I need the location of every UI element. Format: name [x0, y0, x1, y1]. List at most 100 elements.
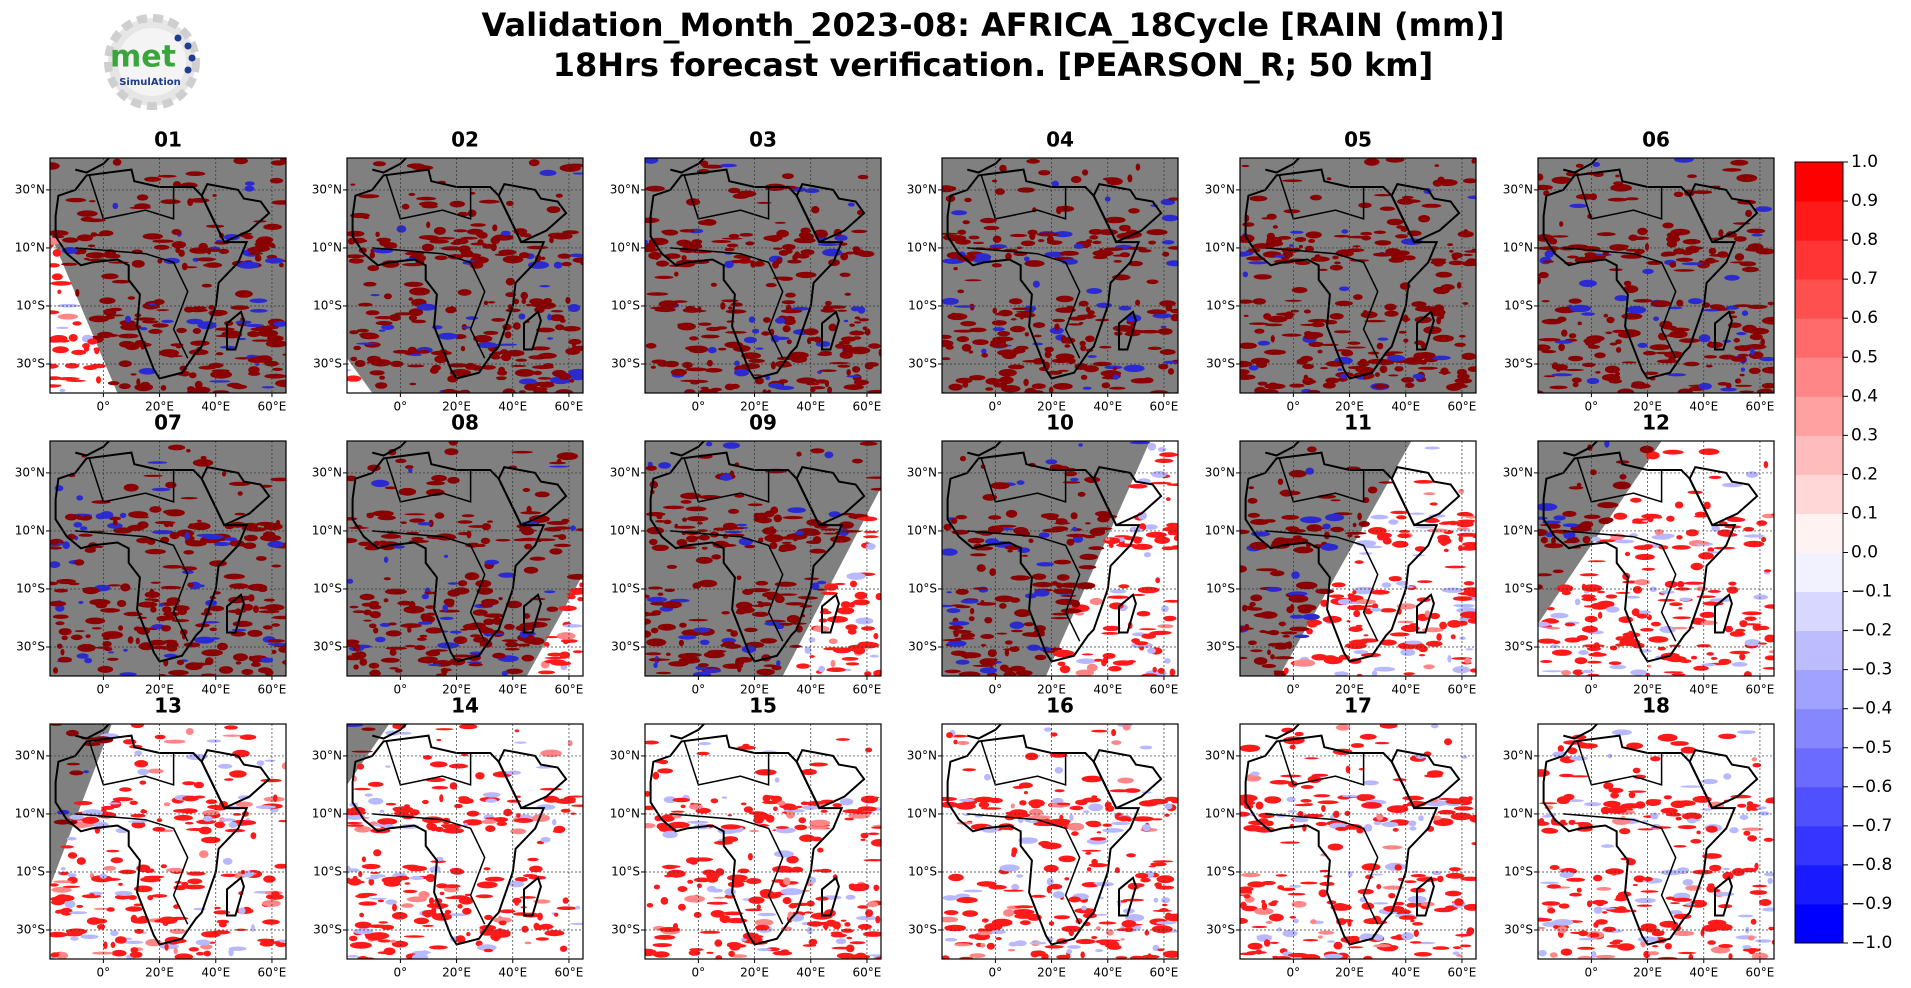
rain-patch: [1538, 173, 1544, 181]
rain-patch: [85, 252, 106, 259]
rain-patch: [1711, 525, 1720, 532]
rain-patch: [706, 359, 713, 367]
rain-patch: [855, 617, 874, 625]
rain-patch: [1032, 342, 1044, 346]
rain-patch: [367, 265, 380, 272]
rain-patch: [144, 868, 152, 874]
rain-patch: [1003, 671, 1017, 676]
rain-patch: [1341, 919, 1354, 923]
rain-patch: [753, 374, 763, 377]
rain-patch: [980, 217, 997, 224]
rain-patch: [107, 584, 121, 587]
rain-patch: [1317, 935, 1323, 939]
rain-patch: [1542, 670, 1564, 673]
rain-patch: [1323, 655, 1338, 663]
rain-patch: [1549, 385, 1568, 390]
lat-tick-label: 30°S: [16, 356, 45, 370]
rain-patch: [855, 952, 866, 958]
rain-patch: [1121, 920, 1137, 928]
rain-patch: [804, 646, 812, 654]
rain-patch: [1069, 814, 1074, 822]
rain-patch: [826, 667, 846, 672]
rain-patch: [1030, 950, 1040, 958]
rain-patch: [823, 304, 833, 312]
rain-patch: [151, 645, 169, 650]
rain-patch: [685, 506, 707, 512]
rain-patch: [281, 762, 286, 770]
rain-patch: [369, 604, 382, 610]
rain-patch: [71, 349, 87, 356]
rain-patch: [187, 582, 194, 588]
rain-patch: [547, 652, 564, 657]
rain-patch: [426, 903, 449, 909]
rain-patch: [1767, 301, 1774, 306]
rain-patch: [140, 381, 150, 386]
rain-patch: [562, 624, 583, 628]
rain-patch: [147, 768, 164, 774]
rain-patch: [1294, 731, 1304, 737]
rain-patch: [1248, 365, 1259, 371]
rain-patch: [1621, 313, 1643, 320]
rain-patch: [1287, 591, 1308, 597]
rain-patch: [416, 196, 437, 201]
rain-patch: [979, 667, 998, 674]
map-panel: [942, 441, 1178, 676]
rain-patch: [1247, 942, 1263, 950]
rain-patch: [50, 883, 59, 887]
rain-patch: [83, 257, 90, 260]
rain-patch: [428, 945, 448, 950]
rain-patch: [1373, 944, 1391, 948]
rain-patch: [261, 900, 281, 907]
rain-patch: [1450, 634, 1456, 640]
rain-patch: [1693, 665, 1709, 671]
rain-patch: [237, 491, 243, 496]
rain-patch: [501, 230, 511, 236]
rain-patch: [1111, 729, 1117, 737]
rain-patch: [1340, 373, 1348, 379]
rain-patch: [523, 613, 531, 619]
rain-patch: [204, 657, 214, 666]
rain-patch: [748, 358, 765, 363]
coastline: [351, 734, 546, 946]
lon-tick-label: 0°: [989, 966, 1003, 980]
rain-patch: [870, 839, 881, 847]
rain-patch: [1300, 323, 1319, 326]
lat-tick-label: 10°N: [1503, 523, 1533, 537]
rain-patch: [687, 820, 709, 824]
rain-patch: [50, 263, 60, 268]
rain-patch: [788, 903, 798, 909]
rain-patch: [1288, 470, 1307, 478]
coastline: [1563, 441, 1599, 457]
rain-patch: [1051, 797, 1064, 805]
rain-patch: [1392, 828, 1399, 832]
rain-patch: [1394, 366, 1404, 372]
rain-patch: [1306, 524, 1323, 532]
rain-patch: [81, 816, 100, 824]
rain-patch: [1068, 323, 1083, 326]
rain-patch: [1625, 248, 1638, 252]
rain-patch: [247, 629, 263, 637]
rain-patch: [1023, 378, 1029, 387]
rain-patch: [756, 201, 772, 204]
rain-patch: [699, 930, 721, 934]
rain-patch: [238, 907, 246, 915]
rain-patch: [218, 666, 234, 674]
rain-patch: [556, 452, 579, 461]
rain-patch: [1053, 588, 1074, 594]
coastline: [1390, 465, 1461, 527]
rain-patch: [467, 209, 477, 217]
rain-patch: [755, 924, 770, 931]
rain-patch: [265, 340, 286, 348]
rain-patch: [475, 579, 492, 588]
lon-tick-label: 60°E: [1150, 683, 1179, 697]
rain-patch: [125, 906, 143, 912]
rain-patch: [1250, 649, 1263, 653]
rain-patch: [113, 518, 118, 526]
rain-patch: [89, 599, 111, 606]
rain-patch: [472, 609, 488, 616]
rain-patch: [477, 944, 497, 951]
rain-patch: [841, 336, 856, 342]
rain-patch: [349, 330, 359, 335]
logo-dot: [184, 66, 192, 74]
rain-patch: [1264, 796, 1282, 804]
